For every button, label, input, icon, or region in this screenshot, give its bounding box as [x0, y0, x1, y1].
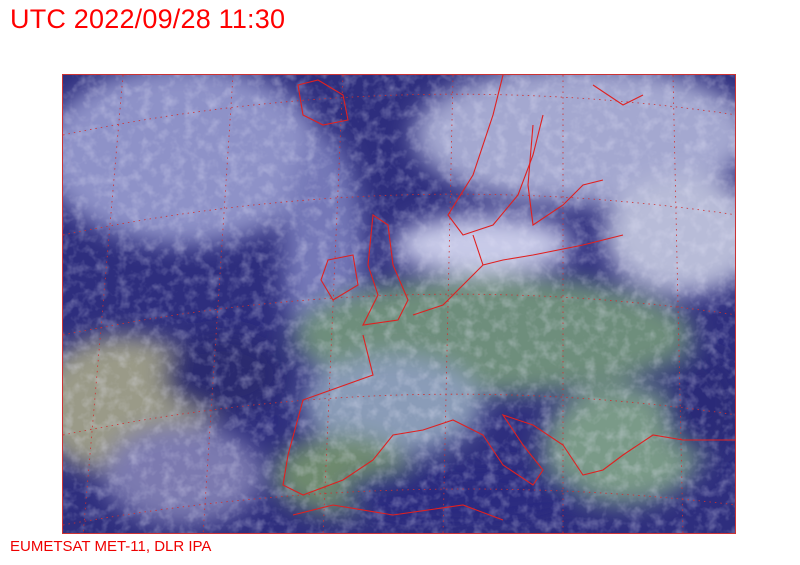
norway-coast [447, 75, 544, 236]
baltic-coast [472, 234, 624, 266]
southern-europe-coast [282, 334, 735, 496]
image-credit: EUMETSAT MET-11, DLR IPA [10, 538, 212, 555]
finland-coast [592, 84, 644, 106]
timestamp-title: UTC 2022/09/28 11:30 [10, 4, 286, 34]
cloud-texture [63, 75, 735, 533]
sweden-coast [527, 124, 604, 226]
satellite-image [62, 74, 736, 534]
north-sea-coast [412, 264, 484, 316]
great-britain-coast [362, 214, 409, 326]
satellite-map [63, 75, 735, 533]
ireland-coast [320, 254, 359, 301]
iceland-coast [297, 79, 349, 126]
coastlines [282, 75, 735, 521]
north-africa-coast [292, 504, 504, 521]
